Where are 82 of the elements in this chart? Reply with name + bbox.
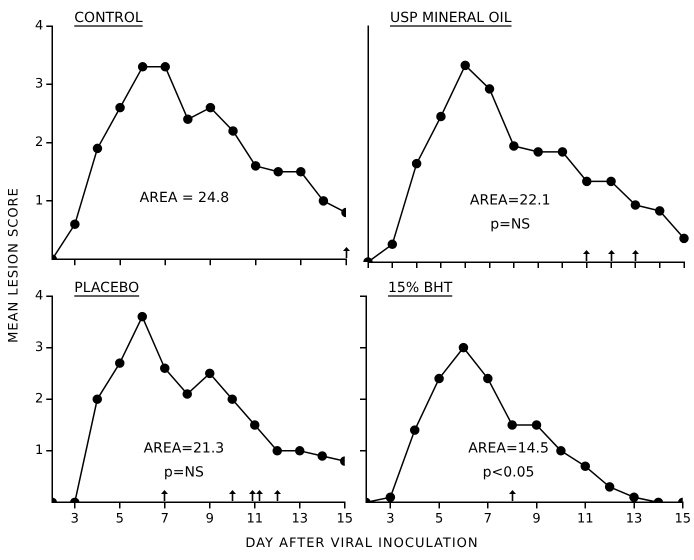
- point: [182, 389, 192, 399]
- point: [70, 219, 80, 229]
- y-tick-label: 4: [34, 18, 44, 34]
- x-tick-label: 13: [291, 512, 308, 527]
- point: [458, 342, 468, 352]
- point: [582, 176, 592, 186]
- point: [138, 62, 148, 72]
- point: [558, 147, 568, 157]
- y-tick-label: 4: [34, 288, 44, 304]
- x-tick-label: 9: [206, 512, 214, 527]
- y-tick-label: 3: [34, 340, 44, 355]
- x-tick-label: 13: [626, 512, 642, 527]
- x-tick-label: 7: [160, 512, 169, 527]
- x-tick-label: 11: [577, 512, 594, 527]
- point: [318, 196, 328, 206]
- x-tick-label: 3: [386, 512, 395, 527]
- annotation: p=NS: [490, 216, 530, 232]
- annotation: AREA=22.1: [470, 192, 551, 208]
- point: [138, 312, 148, 322]
- y-tick-label: 1: [34, 193, 44, 208]
- x-tick-label: 5: [434, 512, 444, 527]
- y-tick-label: 1: [34, 443, 44, 458]
- point: [115, 102, 125, 112]
- point: [183, 114, 193, 124]
- point: [679, 234, 689, 244]
- point: [250, 420, 260, 430]
- point: [509, 141, 519, 151]
- point: [580, 462, 590, 472]
- point: [92, 144, 102, 154]
- point: [532, 420, 542, 430]
- chart-title: 15% BHT: [388, 280, 453, 296]
- point: [386, 492, 396, 502]
- point: [533, 147, 543, 157]
- point: [115, 358, 125, 368]
- x-tick-label: 5: [116, 512, 124, 527]
- point: [434, 374, 444, 384]
- chart-title: CONTROL: [74, 10, 143, 26]
- point: [160, 62, 170, 72]
- chart-title: PLACEBO: [74, 280, 140, 296]
- x-tick-label: 7: [484, 512, 492, 527]
- point: [294, 446, 304, 456]
- annotation: AREA = 24.8: [140, 190, 230, 206]
- point: [436, 112, 446, 122]
- point: [556, 446, 566, 456]
- point: [205, 368, 214, 378]
- point: [654, 206, 664, 216]
- point: [272, 446, 282, 456]
- point: [273, 167, 283, 176]
- annotation: p<0.05: [482, 464, 534, 480]
- point: [484, 84, 494, 94]
- annotation: AREA=14.5: [468, 440, 549, 456]
- point: [410, 425, 420, 435]
- chart-title: USP MINERAL OIL: [390, 10, 512, 26]
- point: [317, 451, 327, 461]
- x-tick-label: 11: [246, 512, 264, 527]
- point: [629, 492, 639, 502]
- y-tick-label: 2: [34, 134, 44, 150]
- point: [227, 394, 237, 404]
- y-tick-label: 2: [34, 392, 44, 407]
- y-axis-title: MEAN LESION SCORE: [6, 187, 22, 343]
- annotation: p=NS: [164, 464, 204, 480]
- point: [160, 363, 170, 373]
- point: [250, 161, 260, 171]
- point: [483, 374, 493, 384]
- point: [206, 102, 216, 112]
- point: [606, 176, 616, 186]
- x-tick-label: 15: [336, 512, 353, 527]
- annotation: AREA=21.3: [144, 440, 224, 456]
- point: [604, 482, 614, 492]
- y-tick-label: 3: [34, 76, 44, 92]
- point: [388, 240, 398, 250]
- point: [460, 60, 470, 70]
- point: [507, 420, 517, 430]
- point: [296, 167, 306, 176]
- x-tick-label: 9: [532, 512, 541, 527]
- point: [412, 158, 422, 168]
- x-tick-label: 15: [674, 512, 691, 527]
- point: [228, 126, 238, 136]
- x-tick-label: 3: [70, 512, 79, 527]
- point: [630, 200, 640, 210]
- x-axis-title: DAY AFTER VIRAL INOCULATION: [244, 536, 480, 551]
- point: [92, 394, 102, 404]
